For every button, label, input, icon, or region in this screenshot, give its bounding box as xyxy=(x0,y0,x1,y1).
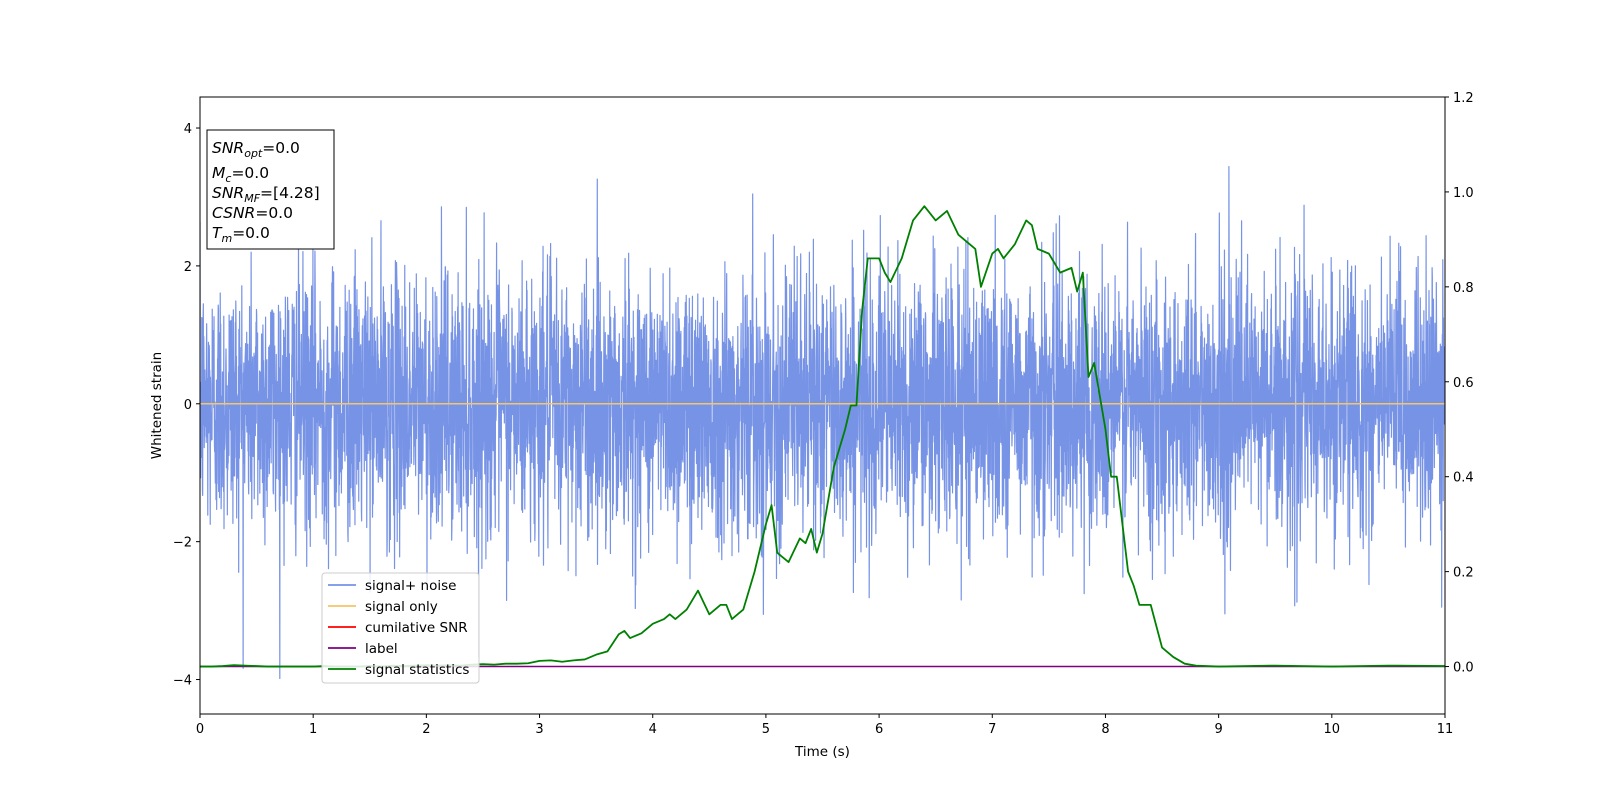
y-tick-label: −4 xyxy=(173,674,192,689)
info-subscript: c xyxy=(225,172,231,185)
x-tick-label: 1 xyxy=(309,722,317,737)
signal-noise-line xyxy=(200,166,1445,680)
info-line: Tm=0.0 xyxy=(212,224,270,245)
info-value: =0.0 xyxy=(231,164,269,182)
y-axis-left: −4 −2 0 2 4 xyxy=(173,122,200,689)
info-subscript: opt xyxy=(244,147,263,160)
x-tick-label: 2 xyxy=(422,722,430,737)
info-value: =[4.28] xyxy=(260,184,320,202)
x-axis-label: Time (s) xyxy=(794,744,850,760)
info-symbol: SNR xyxy=(212,184,244,202)
info-subscript: m xyxy=(221,232,232,245)
legend-label-signal-statistics: signal statistics xyxy=(365,662,469,678)
legend-frame xyxy=(321,572,480,684)
y-axis-right: 0.0 0.2 0.4 0.6 0.8 1.0 1.2 xyxy=(1445,91,1474,676)
info-subscript: MF xyxy=(244,192,260,205)
info-symbol: CSNR xyxy=(212,204,255,222)
info-value: =0.0 xyxy=(262,139,300,157)
y-tick-label: 0 xyxy=(184,398,192,413)
y-right-tick-label: 0.8 xyxy=(1453,281,1474,296)
x-tick-label: 6 xyxy=(875,722,883,737)
axes-frame xyxy=(199,96,1446,715)
y-right-tick-label: 0.6 xyxy=(1453,376,1474,391)
x-tick-label: 7 xyxy=(988,722,996,737)
y-axis-label: Whitened strain xyxy=(149,352,165,459)
info-line: Mc=0.0 xyxy=(212,164,269,185)
x-axis: 0 1 2 3 4 5 6 7 8 9 10 11 xyxy=(196,714,1453,737)
x-tick-label: 3 xyxy=(535,722,543,737)
legend-label-cumilative-snr: cumilative SNR xyxy=(365,620,468,636)
y-tick-label: 4 xyxy=(184,122,192,137)
signal-noise-series xyxy=(200,166,1445,680)
info-line: SNRopt=0.0 xyxy=(212,139,300,160)
info-box-frame xyxy=(206,129,335,250)
x-tick-label: 11 xyxy=(1437,722,1454,737)
info-symbol: SNR xyxy=(212,139,244,157)
x-tick-label: 8 xyxy=(1101,722,1109,737)
info-line: CSNR=0.0 xyxy=(212,204,293,222)
y-right-tick-label: 0.0 xyxy=(1453,661,1474,676)
x-tick-label: 0 xyxy=(196,722,204,737)
legend: signal+ noise signal only cumilative SNR la… xyxy=(321,572,480,684)
x-tick-label: 9 xyxy=(1214,722,1222,737)
info-symbol: M xyxy=(212,164,225,182)
legend-label-signal-only: signal only xyxy=(365,599,438,615)
y-tick-label: −2 xyxy=(173,536,192,551)
legend-label-signal-noise: signal+ noise xyxy=(365,578,456,594)
y-right-tick-label: 0.4 xyxy=(1453,471,1474,486)
info-symbol: T xyxy=(212,224,223,242)
legend-label-label: label xyxy=(365,641,398,657)
x-tick-label: 10 xyxy=(1324,722,1341,737)
y-right-tick-label: 0.2 xyxy=(1453,566,1474,581)
y-tick-label: 2 xyxy=(184,260,192,275)
info-value: =0.0 xyxy=(232,224,270,242)
info-box: SNRopt=0.0Mc=0.0SNRMF=[4.28]CSNR=0.0Tm=0… xyxy=(206,129,335,250)
info-line: SNRMF=[4.28] xyxy=(212,184,320,205)
y-right-tick-label: 1.2 xyxy=(1453,91,1474,106)
info-value: =0.0 xyxy=(255,204,293,222)
x-tick-label: 5 xyxy=(762,722,770,737)
x-tick-label: 4 xyxy=(649,722,657,737)
y-right-tick-label: 1.0 xyxy=(1453,186,1474,201)
